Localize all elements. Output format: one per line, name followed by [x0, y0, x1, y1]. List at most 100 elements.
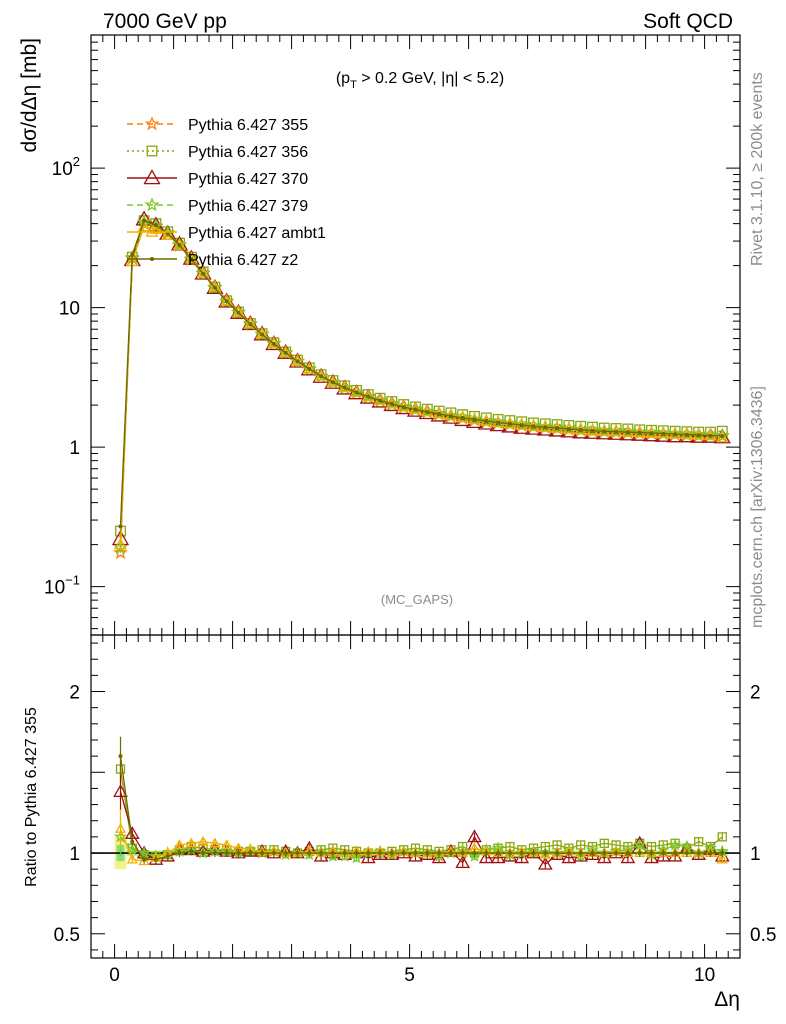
- main-data-point: [378, 398, 383, 403]
- ratio-data-point: [307, 851, 312, 856]
- main-data-point: [460, 415, 465, 420]
- ratio-data-point: [467, 849, 482, 862]
- main-series-line: [119, 225, 723, 545]
- main-data-point: [290, 354, 305, 366]
- ratio-data-point: [502, 848, 518, 862]
- main-data-point: [184, 251, 198, 264]
- main-data-point: [578, 427, 583, 432]
- main-data-point: [448, 414, 453, 419]
- main-series-line: [119, 221, 723, 548]
- legend-label: Pythia 6.427 379: [188, 198, 308, 215]
- ratio-data-point: [283, 851, 288, 856]
- main-data-point: [637, 430, 642, 435]
- main-data-point: [236, 310, 241, 315]
- main-data-point: [224, 299, 229, 304]
- main-data-point: [590, 428, 595, 433]
- ratio-y-tick-label-right: 1: [750, 844, 761, 865]
- ratio-data-point: [354, 851, 359, 856]
- main-data-point: [537, 418, 553, 434]
- legend-marker: [145, 225, 159, 237]
- main-data-point: [248, 322, 253, 327]
- ratio-data-point: [696, 851, 701, 856]
- main-data-point: [507, 421, 512, 426]
- main-data-point: [219, 293, 235, 308]
- main-data-point: [703, 427, 718, 442]
- ratio-data-point: [578, 851, 583, 856]
- ratio-ylabel: Ratio to Pythia 6.427 355: [23, 707, 40, 887]
- ratio-data-point: [655, 848, 671, 862]
- main-data-point: [472, 417, 477, 422]
- legend-marker: [146, 145, 158, 157]
- legend-label: Pythia 6.427 355: [188, 117, 308, 134]
- ratio-data-point: [425, 851, 430, 856]
- ratio-data-point: [212, 851, 217, 856]
- main-data-point: [301, 361, 317, 376]
- main-series-layer: [111, 210, 731, 560]
- legend-label: Pythia 6.427 z2: [188, 252, 298, 269]
- main-data-point: [278, 344, 294, 360]
- legend-marker: [144, 197, 160, 212]
- ratio-series-layer: [113, 736, 730, 870]
- main-data-point: [484, 418, 489, 423]
- ratio-data-point: [467, 829, 482, 843]
- main-data-point: [561, 420, 577, 435]
- ratio-data-point: [566, 851, 571, 856]
- main-data-point: [502, 415, 518, 430]
- main-data-point: [431, 405, 447, 420]
- ratio-data-point: [165, 854, 170, 859]
- main-data-point: [543, 425, 548, 430]
- ratio-y-tick-label-right: 2: [750, 683, 761, 704]
- main-data-point: [673, 432, 678, 437]
- ratio-data-point: [189, 849, 194, 854]
- main-data-point: [531, 424, 536, 429]
- ratio-data-point: [490, 850, 506, 864]
- ratio-data-point: [389, 851, 394, 856]
- main-data-point: [467, 411, 482, 426]
- main-data-point: [137, 220, 151, 232]
- main-y-tick-label: 1: [69, 438, 80, 459]
- ratio-data-point: [330, 851, 335, 856]
- main-data-point: [620, 423, 636, 438]
- ratio-data-point: [138, 855, 150, 866]
- ratio-data-point: [694, 837, 704, 847]
- ratio-data-point: [668, 838, 682, 851]
- main-data-point: [153, 223, 158, 228]
- main-data-point: [177, 243, 182, 248]
- legend-label: Pythia 6.427 370: [188, 171, 308, 188]
- legend-marker: [143, 169, 161, 185]
- ratio-data-point: [137, 846, 151, 859]
- ratio-y-tick-label: 0.5: [54, 925, 80, 946]
- main-data-point: [437, 411, 442, 416]
- ratio-data-point: [173, 839, 186, 849]
- main-y-tick-label: 10−1: [44, 573, 80, 599]
- main-data-point: [172, 238, 187, 250]
- x-tick-labels: 0 5 10: [109, 965, 715, 986]
- main-data-point: [295, 359, 300, 364]
- ratio-data-point: [673, 851, 678, 856]
- main-data-point: [526, 418, 541, 433]
- ratio-data-point: [708, 851, 713, 856]
- main-data-point: [667, 425, 683, 441]
- main-series-line: [119, 219, 723, 527]
- ratio-data-point: [248, 851, 253, 856]
- main-data-point: [519, 423, 524, 428]
- main-data-point: [220, 294, 234, 306]
- main-data-point: [408, 401, 423, 416]
- main-data-point: [161, 228, 175, 240]
- main-data-point: [679, 426, 695, 441]
- ratio-data-point: [649, 851, 654, 856]
- main-data-point: [354, 390, 359, 395]
- main-data-point: [254, 326, 270, 341]
- ratio-data-point: [537, 856, 553, 870]
- main-data-point: [425, 409, 430, 414]
- main-data-point: [283, 350, 288, 355]
- main-data-point: [113, 544, 128, 560]
- ratio-data-point: [448, 851, 453, 856]
- main-data-point: [419, 403, 435, 418]
- ratio-data-point: [177, 851, 182, 856]
- ratio-data-point: [153, 857, 158, 862]
- header-right: Soft QCD: [643, 10, 733, 33]
- main-data-point: [478, 413, 494, 428]
- x-tick-label: 5: [404, 965, 415, 986]
- main-data-point: [602, 429, 607, 434]
